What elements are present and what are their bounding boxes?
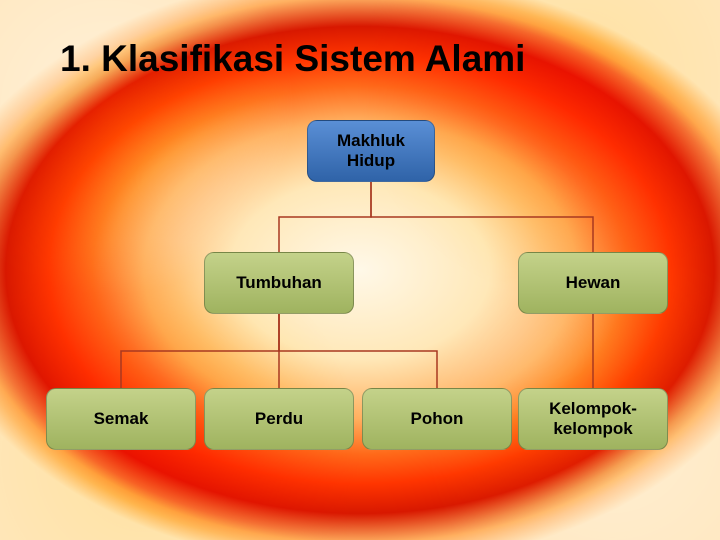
node-pohon: Pohon xyxy=(362,388,512,450)
node-pohon-label: Pohon xyxy=(411,409,464,429)
node-semak: Semak xyxy=(46,388,196,450)
node-perdu: Perdu xyxy=(204,388,354,450)
node-tumbuhan: Tumbuhan xyxy=(204,252,354,314)
slide-content: 1. Klasifikasi Sistem Alami MakhlukHidup… xyxy=(0,0,720,540)
node-perdu-label: Perdu xyxy=(255,409,303,429)
node-root-label: MakhlukHidup xyxy=(337,131,405,172)
node-hewan-label: Hewan xyxy=(566,273,621,293)
node-tumbuhan-label: Tumbuhan xyxy=(236,273,322,293)
node-hewan: Hewan xyxy=(518,252,668,314)
node-kelompok-label: Kelompok-kelompok xyxy=(549,399,637,440)
node-kelompok: Kelompok-kelompok xyxy=(518,388,668,450)
node-semak-label: Semak xyxy=(94,409,149,429)
node-root: MakhlukHidup xyxy=(307,120,435,182)
